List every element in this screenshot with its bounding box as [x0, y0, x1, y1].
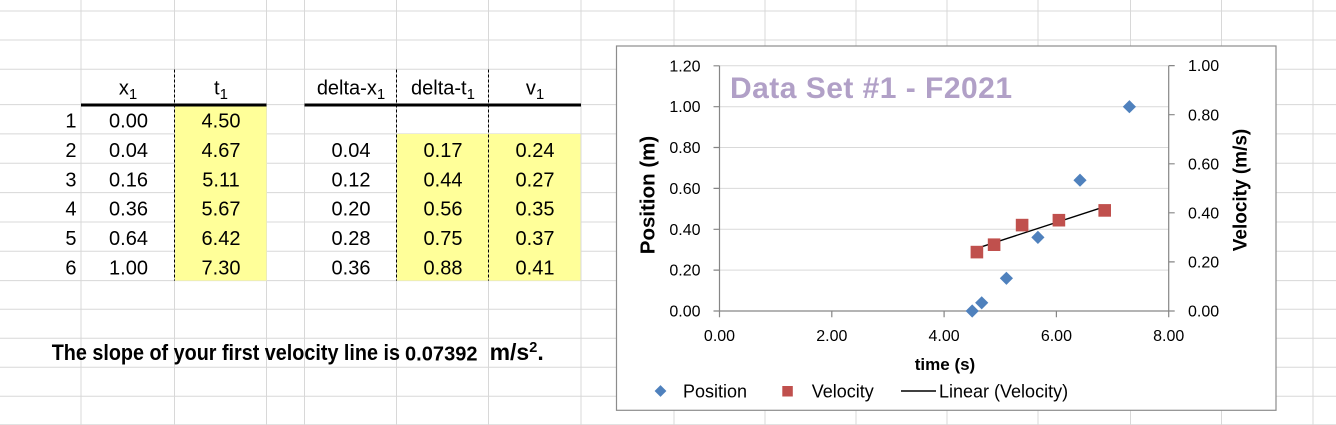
- svg-text:6.42: 6.42: [202, 228, 241, 250]
- svg-text:0.00: 0.00: [669, 304, 700, 321]
- svg-text:0.40: 0.40: [669, 222, 700, 239]
- svg-text:5.67: 5.67: [202, 199, 241, 221]
- svg-text:2: 2: [65, 140, 76, 162]
- svg-text:0.04: 0.04: [109, 140, 148, 162]
- svg-text:0.80: 0.80: [669, 140, 700, 157]
- svg-text:5.11: 5.11: [202, 169, 239, 191]
- svg-text:0.28: 0.28: [332, 228, 371, 250]
- svg-text:0.35: 0.35: [516, 199, 555, 221]
- svg-text:0.60: 0.60: [669, 181, 700, 198]
- svg-text:0.27: 0.27: [516, 169, 555, 191]
- svg-text:0.20: 0.20: [669, 263, 700, 280]
- svg-text:8.00: 8.00: [1153, 328, 1184, 345]
- svg-text:0.60: 0.60: [1188, 156, 1219, 173]
- svg-text:0.80: 0.80: [1188, 107, 1219, 124]
- svg-text:0.20: 0.20: [332, 199, 371, 221]
- svg-text:6: 6: [65, 257, 76, 279]
- svg-text:0.07392: 0.07392: [405, 344, 478, 366]
- svg-text:time (s): time (s): [915, 355, 975, 374]
- svg-text:0.41: 0.41: [516, 257, 555, 279]
- svg-text:0.88: 0.88: [424, 257, 463, 279]
- svg-text:1.00: 1.00: [669, 99, 700, 116]
- svg-text:0.56: 0.56: [424, 199, 463, 221]
- svg-text:1.00: 1.00: [1188, 58, 1219, 75]
- svg-text:Position (m): Position (m): [637, 136, 660, 254]
- svg-text:0.24: 0.24: [516, 140, 555, 162]
- svg-text:7.30: 7.30: [202, 257, 241, 279]
- svg-text:0.04: 0.04: [332, 140, 371, 162]
- svg-text:4: 4: [65, 199, 76, 221]
- svg-text:0.16: 0.16: [109, 169, 148, 191]
- svg-text:3: 3: [65, 169, 76, 191]
- svg-text:0.20: 0.20: [1188, 255, 1219, 272]
- svg-text:1: 1: [65, 111, 76, 133]
- svg-text:4.50: 4.50: [202, 111, 241, 133]
- svg-text:0.36: 0.36: [109, 199, 148, 221]
- svg-text:0.36: 0.36: [332, 257, 371, 279]
- svg-text:6.00: 6.00: [1041, 328, 1072, 345]
- svg-text:4.00: 4.00: [929, 328, 960, 345]
- svg-text:4.67: 4.67: [202, 140, 241, 162]
- svg-text:Position: Position: [683, 381, 747, 401]
- svg-text:Linear (Velocity): Linear (Velocity): [939, 381, 1068, 401]
- svg-text:1.20: 1.20: [669, 58, 700, 75]
- svg-text:0.12: 0.12: [332, 169, 371, 191]
- svg-text:5: 5: [65, 228, 76, 250]
- svg-text:0.00: 0.00: [1188, 304, 1219, 321]
- svg-text:0.00: 0.00: [704, 328, 735, 345]
- svg-text:delta-t1: delta-t1: [411, 78, 475, 104]
- svg-text:1.00: 1.00: [109, 257, 148, 279]
- svg-text:0.64: 0.64: [109, 228, 148, 250]
- svg-text:0.17: 0.17: [424, 140, 463, 162]
- svg-text:0.44: 0.44: [424, 169, 463, 191]
- svg-text:0.00: 0.00: [109, 111, 148, 133]
- svg-text:delta-x1: delta-x1: [317, 78, 385, 104]
- svg-text:Data Set #1 - F2021: Data Set #1 - F2021: [730, 72, 1012, 105]
- svg-text:Velocity (m/s): Velocity (m/s): [1231, 129, 1252, 252]
- svg-text:0.40: 0.40: [1188, 205, 1219, 222]
- svg-text:0.37: 0.37: [516, 228, 555, 250]
- svg-text:Velocity: Velocity: [812, 381, 874, 401]
- svg-text:2.00: 2.00: [816, 328, 847, 345]
- svg-text:0.75: 0.75: [424, 228, 463, 250]
- svg-text:The slope of your first veloci: The slope of your first velocity line is: [52, 340, 400, 365]
